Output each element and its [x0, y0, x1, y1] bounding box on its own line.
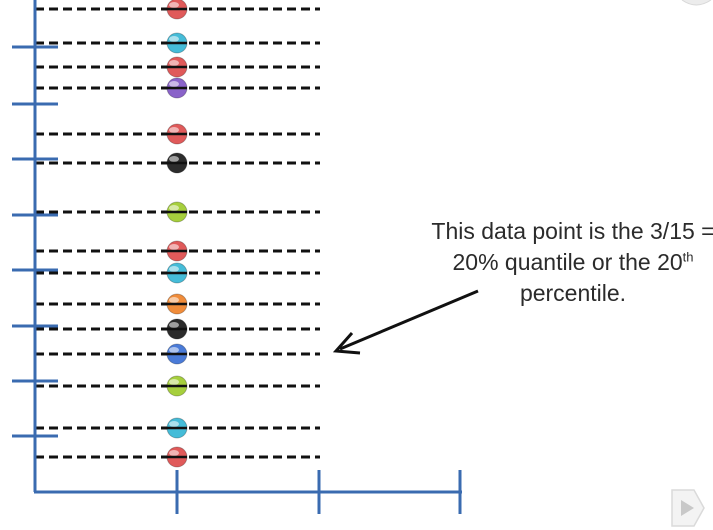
point-black: [166, 152, 188, 174]
point-red: [166, 123, 188, 145]
annotation-line-2: 20% quantile or the 20th: [418, 247, 713, 278]
y-axis-ticks: [12, 45, 58, 438]
axes: [33, 0, 462, 494]
point-green: [166, 375, 188, 397]
point-highlight: [169, 81, 179, 87]
point-highlight: [169, 450, 179, 456]
x-axis-ticks: [175, 470, 462, 514]
point-highlight: [169, 205, 179, 211]
point-red: [166, 56, 188, 78]
annotation-line-1: This data point is the 3/15 =: [431, 218, 713, 244]
point-highlight: [169, 266, 179, 272]
point-highlight: [169, 244, 179, 250]
annotation-line-2-text: 20% quantile or the 20: [452, 249, 683, 275]
point-cyan: [166, 417, 188, 439]
annotation-superscript: th: [682, 249, 694, 265]
point-orange: [166, 293, 188, 315]
point-red: [166, 0, 188, 20]
point-highlight: [169, 127, 179, 133]
point-red: [166, 446, 188, 468]
point-cyan: [166, 32, 188, 54]
point-highlight: [169, 347, 179, 353]
point-green: [166, 201, 188, 223]
point-red: [166, 240, 188, 262]
annotation-arrow: [332, 289, 479, 355]
point-purple: [166, 77, 188, 99]
point-highlight: [169, 60, 179, 66]
point-cyan: [166, 262, 188, 284]
data-points: [166, 0, 188, 468]
point-highlight: [169, 322, 179, 328]
point-blue: [166, 343, 188, 365]
point-highlight: [169, 156, 179, 162]
play-icon[interactable]: [664, 488, 708, 528]
point-highlight: [169, 2, 179, 8]
point-highlight: [169, 36, 179, 42]
corner-icon[interactable]: [680, 0, 713, 8]
point-highlight: [169, 421, 179, 427]
point-highlight: [169, 379, 179, 385]
arrow-head: [332, 332, 361, 355]
arrow-shaft: [339, 289, 479, 351]
point-highlight: [169, 297, 179, 303]
point-black: [166, 318, 188, 340]
annotation-line-3: percentile.: [519, 280, 627, 306]
annotation-text: This data point is the 3/15 = 20% quanti…: [418, 216, 713, 309]
